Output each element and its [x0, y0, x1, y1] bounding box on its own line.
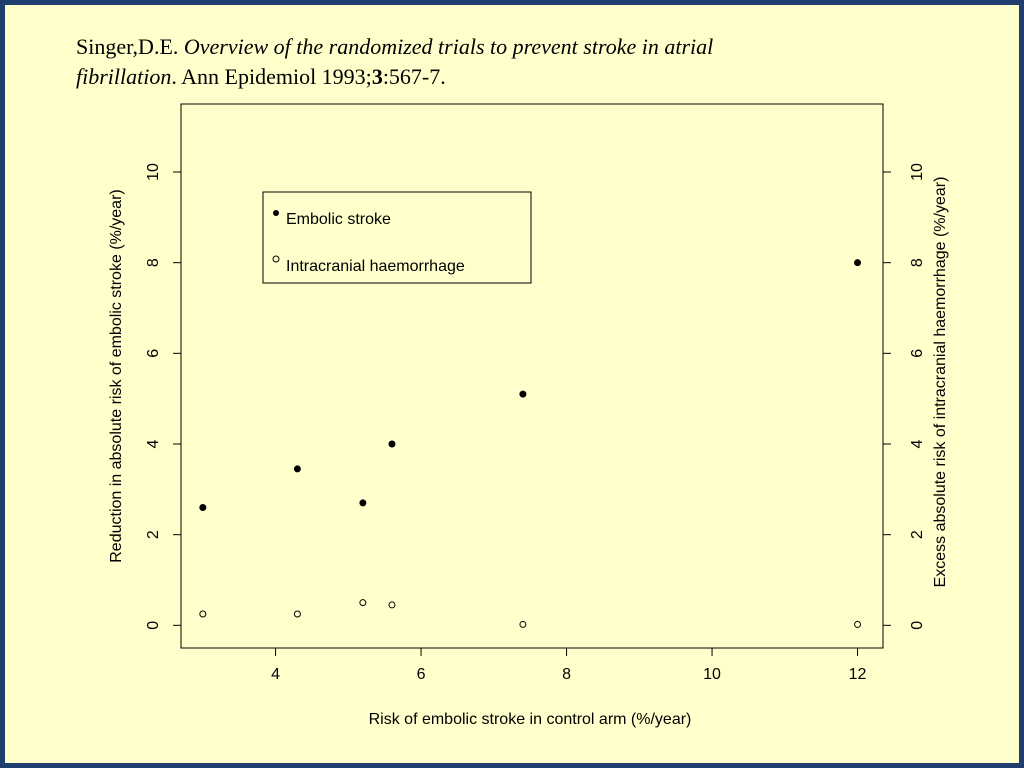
- haemorrhage-point-0: [199, 610, 207, 618]
- citation-pages: :567-7.: [382, 64, 446, 89]
- x-axis-label: Risk of embolic stroke in control arm (%…: [369, 711, 692, 728]
- embolic-stroke-point-3: [388, 440, 396, 448]
- x-tick-label-4: 4: [271, 666, 280, 683]
- legend-marker-embolic: [273, 210, 279, 216]
- legend-box: [262, 191, 532, 284]
- x-tick-label-10: 10: [703, 666, 721, 683]
- y-tick-label-left-6: 6: [145, 349, 162, 358]
- x-tick-label-6: 6: [417, 666, 426, 683]
- legend-marker-haemorrhage: [272, 255, 280, 263]
- citation-journal: . Ann Epidemiol 1993;: [171, 64, 372, 89]
- legend-label-embolic: Embolic stroke: [286, 211, 391, 228]
- y-tick-label-left-0: 0: [145, 621, 162, 630]
- citation-volume: 3: [371, 64, 383, 89]
- legend: Embolic stroke Intracranial haemorrhage: [262, 191, 532, 284]
- haemorrhage-point-2: [359, 599, 367, 607]
- citation-title: Overview of the randomized trials to pre…: [76, 34, 714, 89]
- y-tick-label-left-8: 8: [145, 258, 162, 267]
- citation: Singer,D.E. Overview of the randomized t…: [76, 32, 956, 92]
- haemorrhage-point-3: [388, 601, 396, 609]
- legend-label-haemorrhage: Intracranial haemorrhage: [286, 258, 465, 275]
- embolic-stroke-point-2: [359, 499, 367, 507]
- haemorrhage-point-5: [854, 620, 862, 628]
- y-tick-label-left-4: 4: [145, 439, 162, 448]
- y-tick-label-left-10: 10: [145, 163, 162, 181]
- embolic-stroke-point-1: [293, 465, 301, 473]
- y-axis-label-right: Excess absolute risk of intracranial hae…: [932, 177, 949, 588]
- y-tick-label-right-2: 2: [909, 530, 926, 539]
- citation-author: Singer,D.E.: [76, 34, 179, 59]
- y-tick-label-right-8: 8: [909, 258, 926, 267]
- y-tick-label-left-2: 2: [145, 530, 162, 539]
- y-tick-label-right-0: 0: [909, 621, 926, 630]
- axis-ticks: 4 6 8 10 12 0 0 2 2 4 4 6 6 8 8 10 10: [145, 163, 926, 683]
- haemorrhage-point-1: [293, 610, 301, 618]
- embolic-stroke-point-4: [519, 390, 527, 398]
- plot-frame: [180, 103, 884, 649]
- embolic-stroke-point-5: [854, 259, 862, 267]
- y-tick-label-right-6: 6: [909, 349, 926, 358]
- y-tick-label-right-10: 10: [909, 163, 926, 181]
- y-axis-label-left: Reduction in absolute risk of embolic st…: [108, 189, 125, 563]
- embolic-stroke-point-0: [199, 503, 207, 511]
- x-tick-label-8: 8: [562, 666, 571, 683]
- x-tick-label-12: 12: [849, 666, 867, 683]
- y-tick-label-right-4: 4: [909, 439, 926, 448]
- haemorrhage-point-4: [519, 620, 527, 628]
- data-points: [199, 259, 862, 628]
